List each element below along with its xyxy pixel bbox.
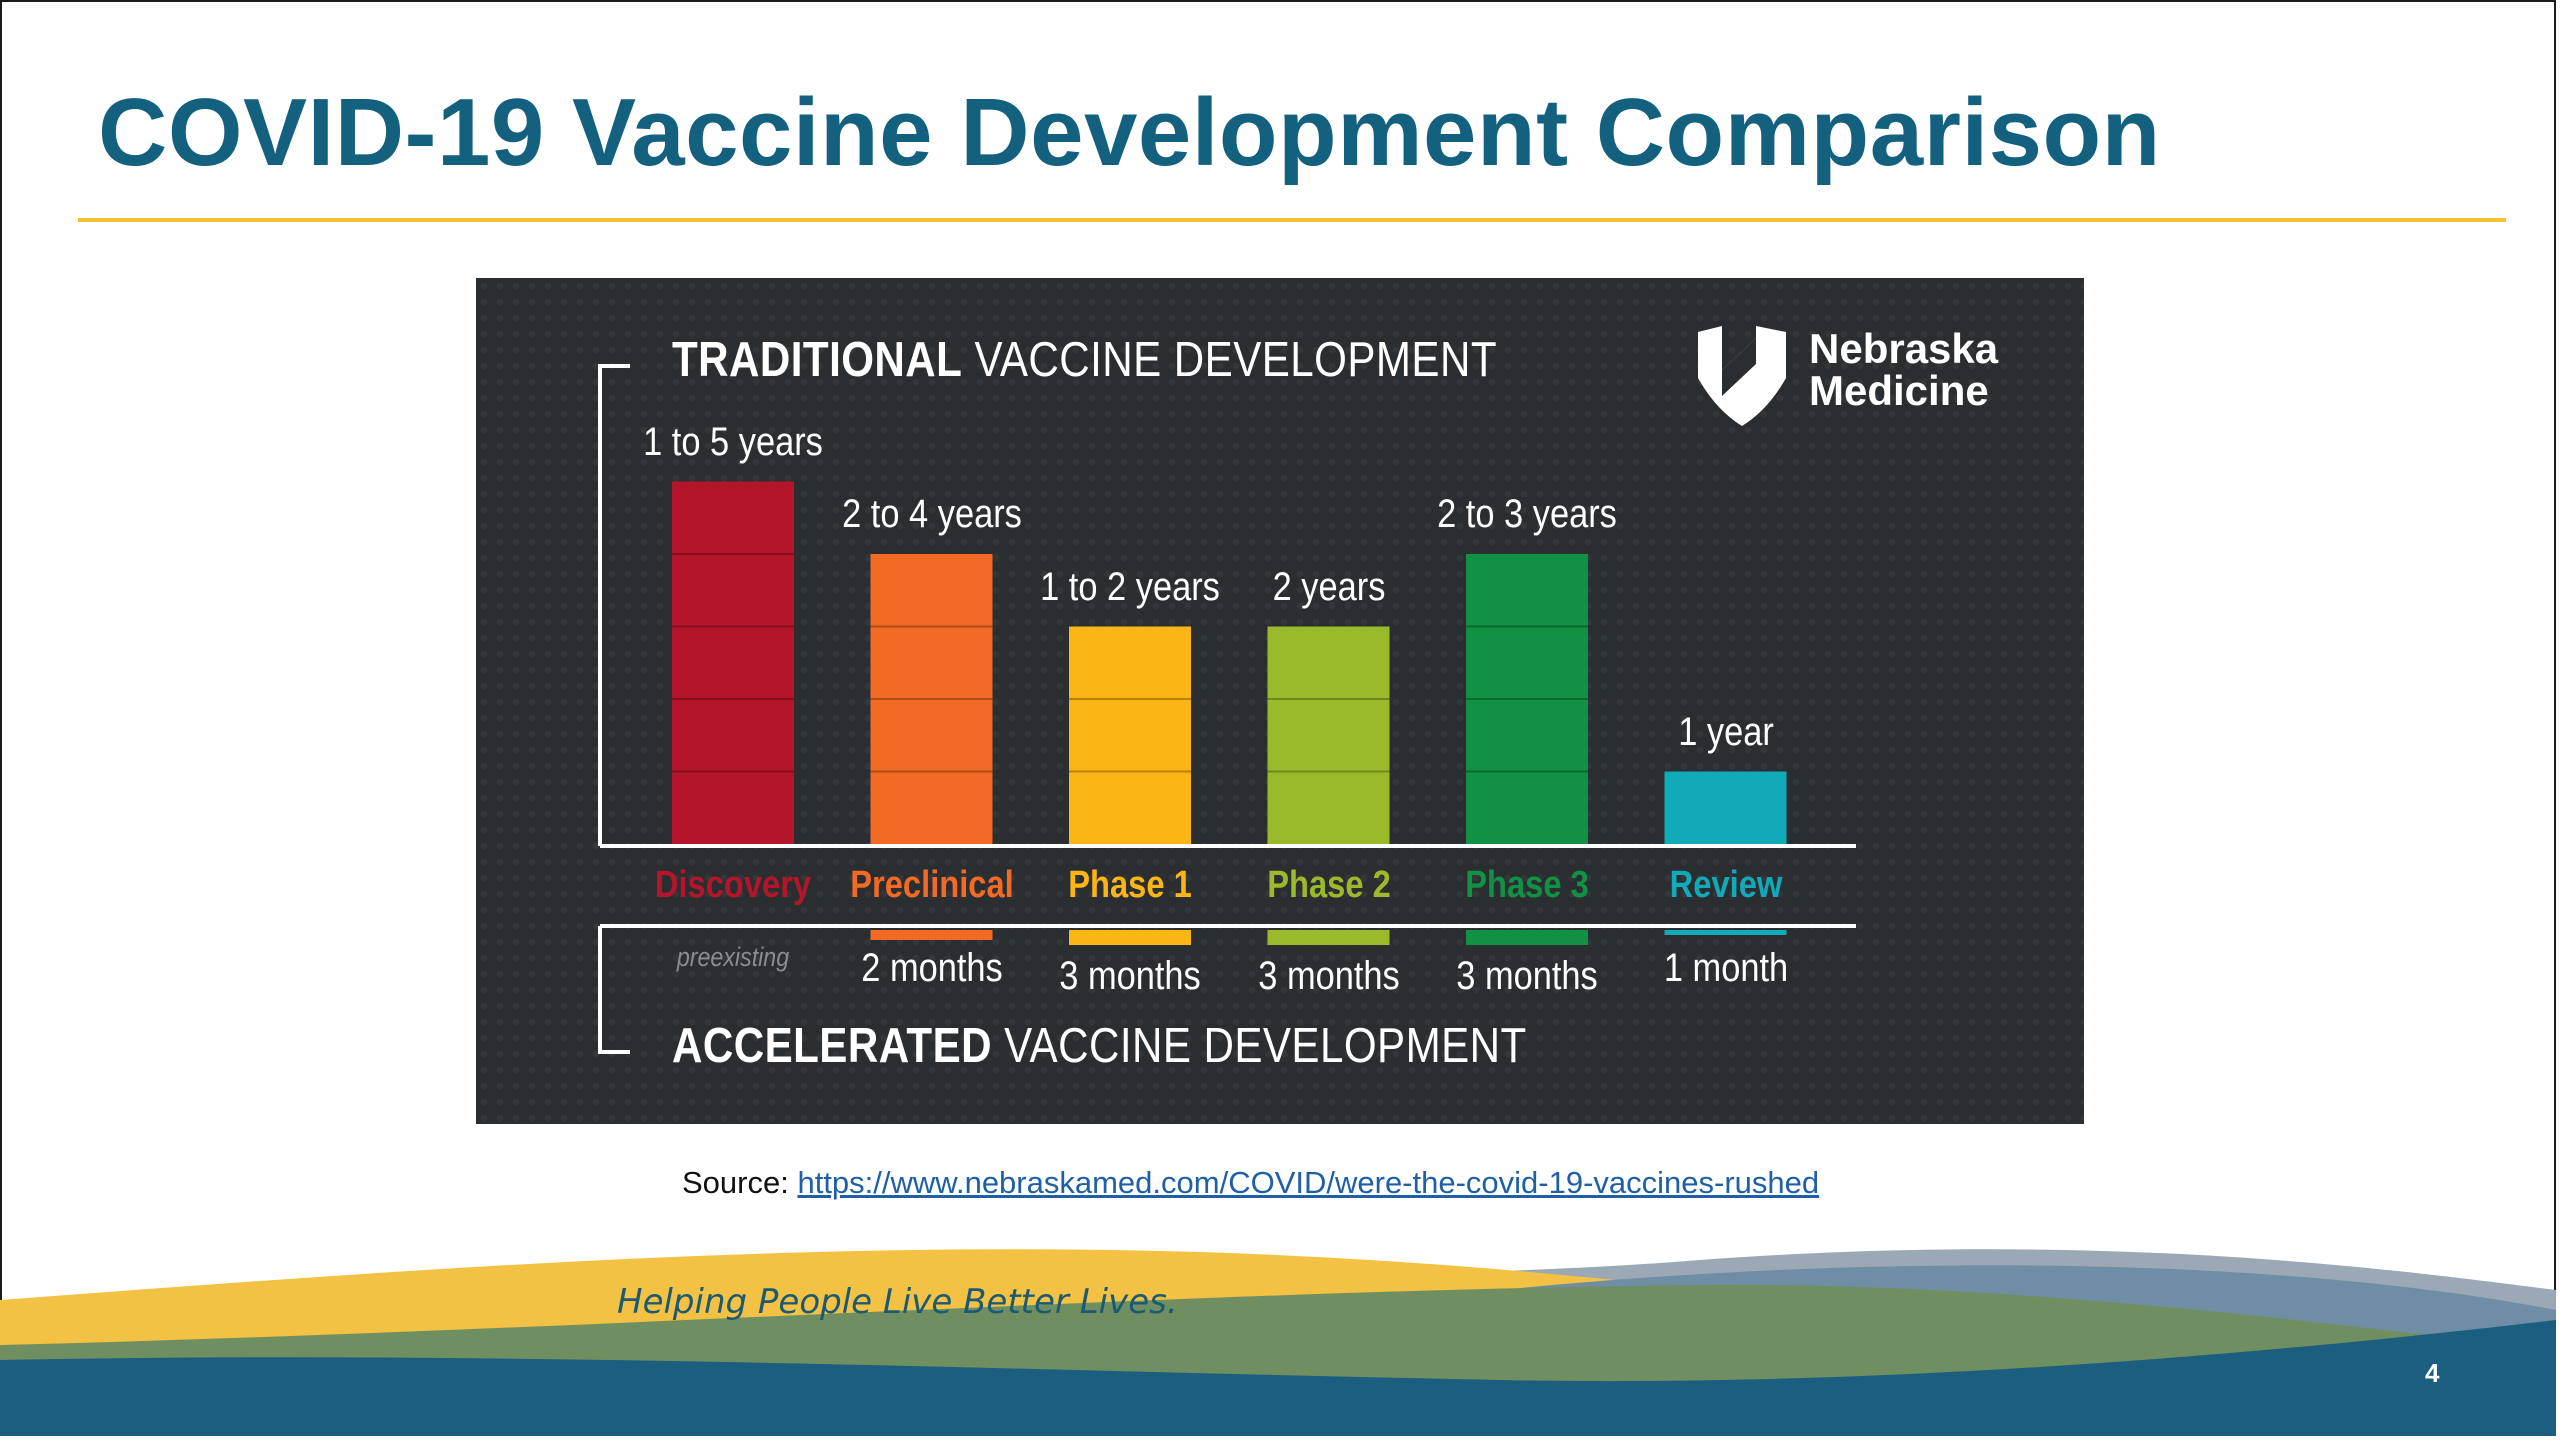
accelerated-label-phase-2: 3 months xyxy=(1257,954,1400,998)
traditional-label-preclinical: 2 to 4 years xyxy=(841,492,1022,536)
traditional-heading: TRADITIONAL VACCINE DEVELOPMENT xyxy=(672,332,1497,388)
category-label-preclinical: Preclinical xyxy=(849,864,1014,906)
traditional-heading-rest: VACCINE DEVELOPMENT xyxy=(974,333,1498,387)
slide-number: 4 xyxy=(2425,1358,2440,1388)
accelerated-bar-phase-3 xyxy=(1466,930,1588,945)
vaccine-comparison-graphic: TRADITIONAL VACCINE DEVELOPMENT ACCELERA… xyxy=(476,278,2084,1124)
traditional-label-phase-3: 2 to 3 years xyxy=(1437,492,1617,536)
slide-title: COVID-19 Vaccine Development Comparison xyxy=(98,79,2161,186)
bottom-bracket xyxy=(598,926,630,1054)
traditional-label-phase-1: 1 to 2 years xyxy=(1040,564,1220,609)
footer-tagline: Helping People Live Better Lives. xyxy=(617,1282,1178,1322)
title-rule xyxy=(78,218,2506,222)
top-bracket xyxy=(598,364,630,846)
accelerated-heading-rest: VACCINE DEVELOPMENT xyxy=(1004,1019,1527,1073)
traditional-bar-preclinical xyxy=(870,554,993,844)
logo-line-2: Medicine xyxy=(1809,367,1989,414)
accelerated-heading: ACCELERATED VACCINE DEVELOPMENT xyxy=(672,1018,1527,1074)
accelerated-label-phase-3: 3 months xyxy=(1456,954,1598,998)
traditional-label-phase-2: 2 years xyxy=(1272,564,1385,609)
accelerated-bar-phase-1 xyxy=(1069,930,1191,945)
wave-navy xyxy=(0,1320,2556,1436)
nebraska-medicine-logo-icon xyxy=(1698,326,1786,426)
source-link[interactable]: https://www.nebraskamed.com/COVID/were-t… xyxy=(797,1165,1820,1200)
accelerated-bars xyxy=(870,930,1787,945)
chart-svg xyxy=(598,326,1856,1054)
accelerated-label-review: 1 month xyxy=(1663,946,1788,990)
accelerated-heading-bold: ACCELERATED xyxy=(672,1019,993,1073)
source-line: Source: https://www.nebraskamed.com/COVI… xyxy=(682,1165,1819,1201)
traditional-bar-phase-2 xyxy=(1267,626,1390,844)
accelerated-label-preclinical: 2 months xyxy=(860,946,1003,990)
footer-waves xyxy=(0,1249,2556,1436)
traditional-bar-phase-3 xyxy=(1466,554,1588,844)
source-label: Source: xyxy=(682,1165,789,1200)
traditional-label-discovery: 1 to 5 years xyxy=(643,419,823,464)
accelerated-label-phase-1: 3 months xyxy=(1059,954,1201,998)
traditional-bar-discovery xyxy=(672,481,794,844)
preexisting-label: preexisting xyxy=(676,942,790,972)
category-label-phase-2: Phase 2 xyxy=(1266,864,1391,906)
accelerated-bar-preclinical xyxy=(870,930,993,940)
category-label-review: Review xyxy=(1669,864,1782,906)
traditional-label-review: 1 year xyxy=(1677,709,1774,754)
traditional-heading-bold: TRADITIONAL xyxy=(672,333,963,387)
category-label-phase-3: Phase 3 xyxy=(1465,864,1589,906)
traditional-bar-review xyxy=(1664,771,1787,844)
category-label-phase-1: Phase 1 xyxy=(1068,864,1192,906)
logo-line-1: Nebraska xyxy=(1809,325,1999,372)
traditional-bars xyxy=(672,481,1787,844)
logo-wordmark: Nebraska Medicine xyxy=(1809,328,1998,412)
accelerated-bar-review xyxy=(1664,930,1787,935)
traditional-bar-phase-1 xyxy=(1069,626,1191,844)
category-label-discovery: Discovery xyxy=(654,864,812,906)
accelerated-bar-phase-2 xyxy=(1267,930,1390,945)
